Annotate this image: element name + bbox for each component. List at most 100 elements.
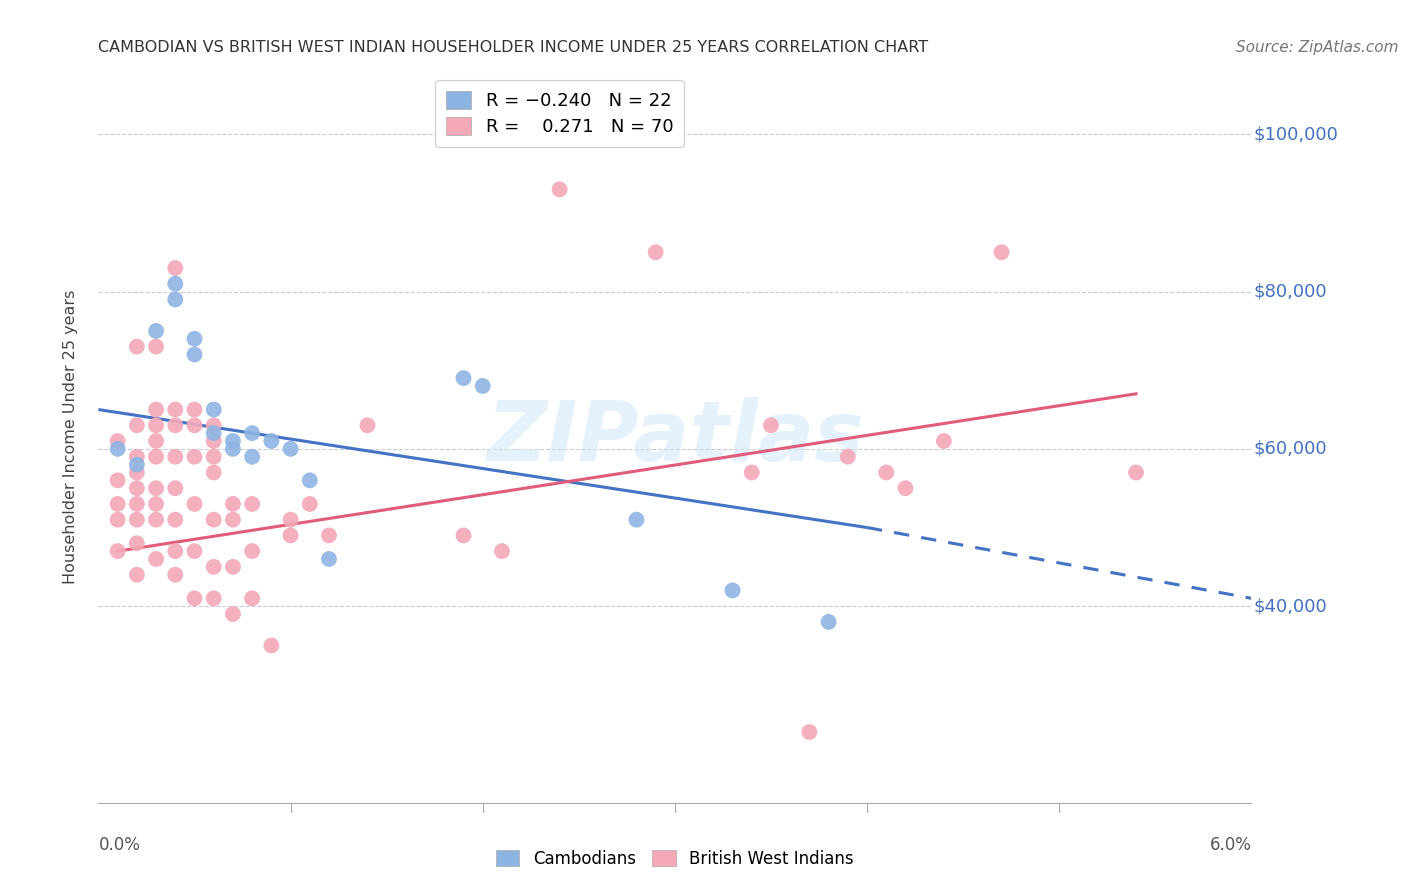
Point (280, 513, 302, 527)
Point (125, 466, 148, 480)
Point (644, 245, 666, 260)
Point (318, 552, 340, 566)
Point (356, 418, 378, 433)
Point (165, 402, 187, 417)
Point (240, 544, 263, 558)
Point (125, 497, 148, 511)
Point (125, 340, 148, 354)
Point (837, 450, 859, 464)
Point (202, 466, 225, 480)
Point (125, 536, 148, 550)
Point (125, 567, 148, 582)
Text: $40,000: $40,000 (1254, 597, 1327, 615)
Point (280, 442, 302, 456)
Point (165, 513, 187, 527)
Point (298, 497, 321, 511)
Point (145, 418, 167, 433)
Y-axis label: Householder Income Under 25 years: Householder Income Under 25 years (63, 290, 77, 584)
Point (183, 418, 205, 433)
Point (183, 497, 205, 511)
Point (183, 347, 205, 361)
Point (165, 418, 187, 433)
Point (125, 450, 148, 464)
Text: 6.0%: 6.0% (1209, 836, 1251, 854)
Point (145, 497, 167, 511)
Point (453, 528, 475, 542)
Point (145, 434, 167, 448)
Point (165, 567, 187, 582)
Point (107, 434, 129, 448)
Point (471, 379, 494, 393)
Point (202, 426, 225, 441)
Point (145, 552, 167, 566)
Legend: Cambodians, British West Indians: Cambodians, British West Indians (489, 844, 860, 875)
Point (741, 466, 763, 480)
Point (894, 481, 917, 495)
Point (202, 434, 225, 448)
Point (1125, 466, 1147, 480)
Point (548, 182, 571, 196)
Point (202, 513, 225, 527)
Point (125, 481, 148, 495)
Point (145, 340, 167, 354)
Point (183, 450, 205, 464)
Legend: R = −0.240   N = 22, R =    0.271   N = 70: R = −0.240 N = 22, R = 0.271 N = 70 (434, 80, 685, 147)
Point (202, 591, 225, 606)
Point (240, 591, 263, 606)
Point (260, 639, 283, 653)
Point (165, 450, 187, 464)
Text: Source: ZipAtlas.com: Source: ZipAtlas.com (1236, 40, 1399, 55)
Point (107, 442, 129, 456)
Point (222, 497, 245, 511)
Point (240, 426, 263, 441)
Point (222, 434, 245, 448)
Point (202, 402, 225, 417)
Text: $100,000: $100,000 (1254, 125, 1339, 144)
Point (721, 583, 744, 598)
Point (145, 450, 167, 464)
Text: ZIPatlas: ZIPatlas (486, 397, 863, 477)
Point (318, 528, 340, 542)
Point (626, 513, 648, 527)
Point (202, 418, 225, 433)
Point (145, 481, 167, 495)
Point (125, 458, 148, 472)
Point (240, 450, 263, 464)
Point (183, 332, 205, 346)
Point (165, 481, 187, 495)
Point (145, 324, 167, 338)
Point (183, 591, 205, 606)
Text: CAMBODIAN VS BRITISH WEST INDIAN HOUSEHOLDER INCOME UNDER 25 YEARS CORRELATION C: CAMBODIAN VS BRITISH WEST INDIAN HOUSEHO… (98, 40, 928, 55)
Point (990, 245, 1012, 260)
Point (125, 418, 148, 433)
Text: $60,000: $60,000 (1254, 440, 1327, 458)
Point (125, 513, 148, 527)
Point (165, 293, 187, 307)
Point (491, 544, 513, 558)
Point (817, 615, 839, 629)
Point (799, 725, 821, 739)
Point (165, 277, 187, 291)
Point (453, 371, 475, 385)
Point (222, 442, 245, 456)
Point (183, 544, 205, 558)
Point (240, 497, 263, 511)
Point (222, 607, 245, 621)
Point (165, 260, 187, 275)
Point (202, 559, 225, 574)
Point (222, 513, 245, 527)
Text: 0.0%: 0.0% (98, 836, 141, 854)
Point (222, 559, 245, 574)
Point (202, 450, 225, 464)
Point (932, 434, 955, 448)
Point (260, 434, 283, 448)
Text: $80,000: $80,000 (1254, 283, 1327, 301)
Point (183, 402, 205, 417)
Point (145, 513, 167, 527)
Point (107, 473, 129, 487)
Point (280, 528, 302, 542)
Point (165, 544, 187, 558)
Point (875, 466, 897, 480)
Point (145, 402, 167, 417)
Point (298, 473, 321, 487)
